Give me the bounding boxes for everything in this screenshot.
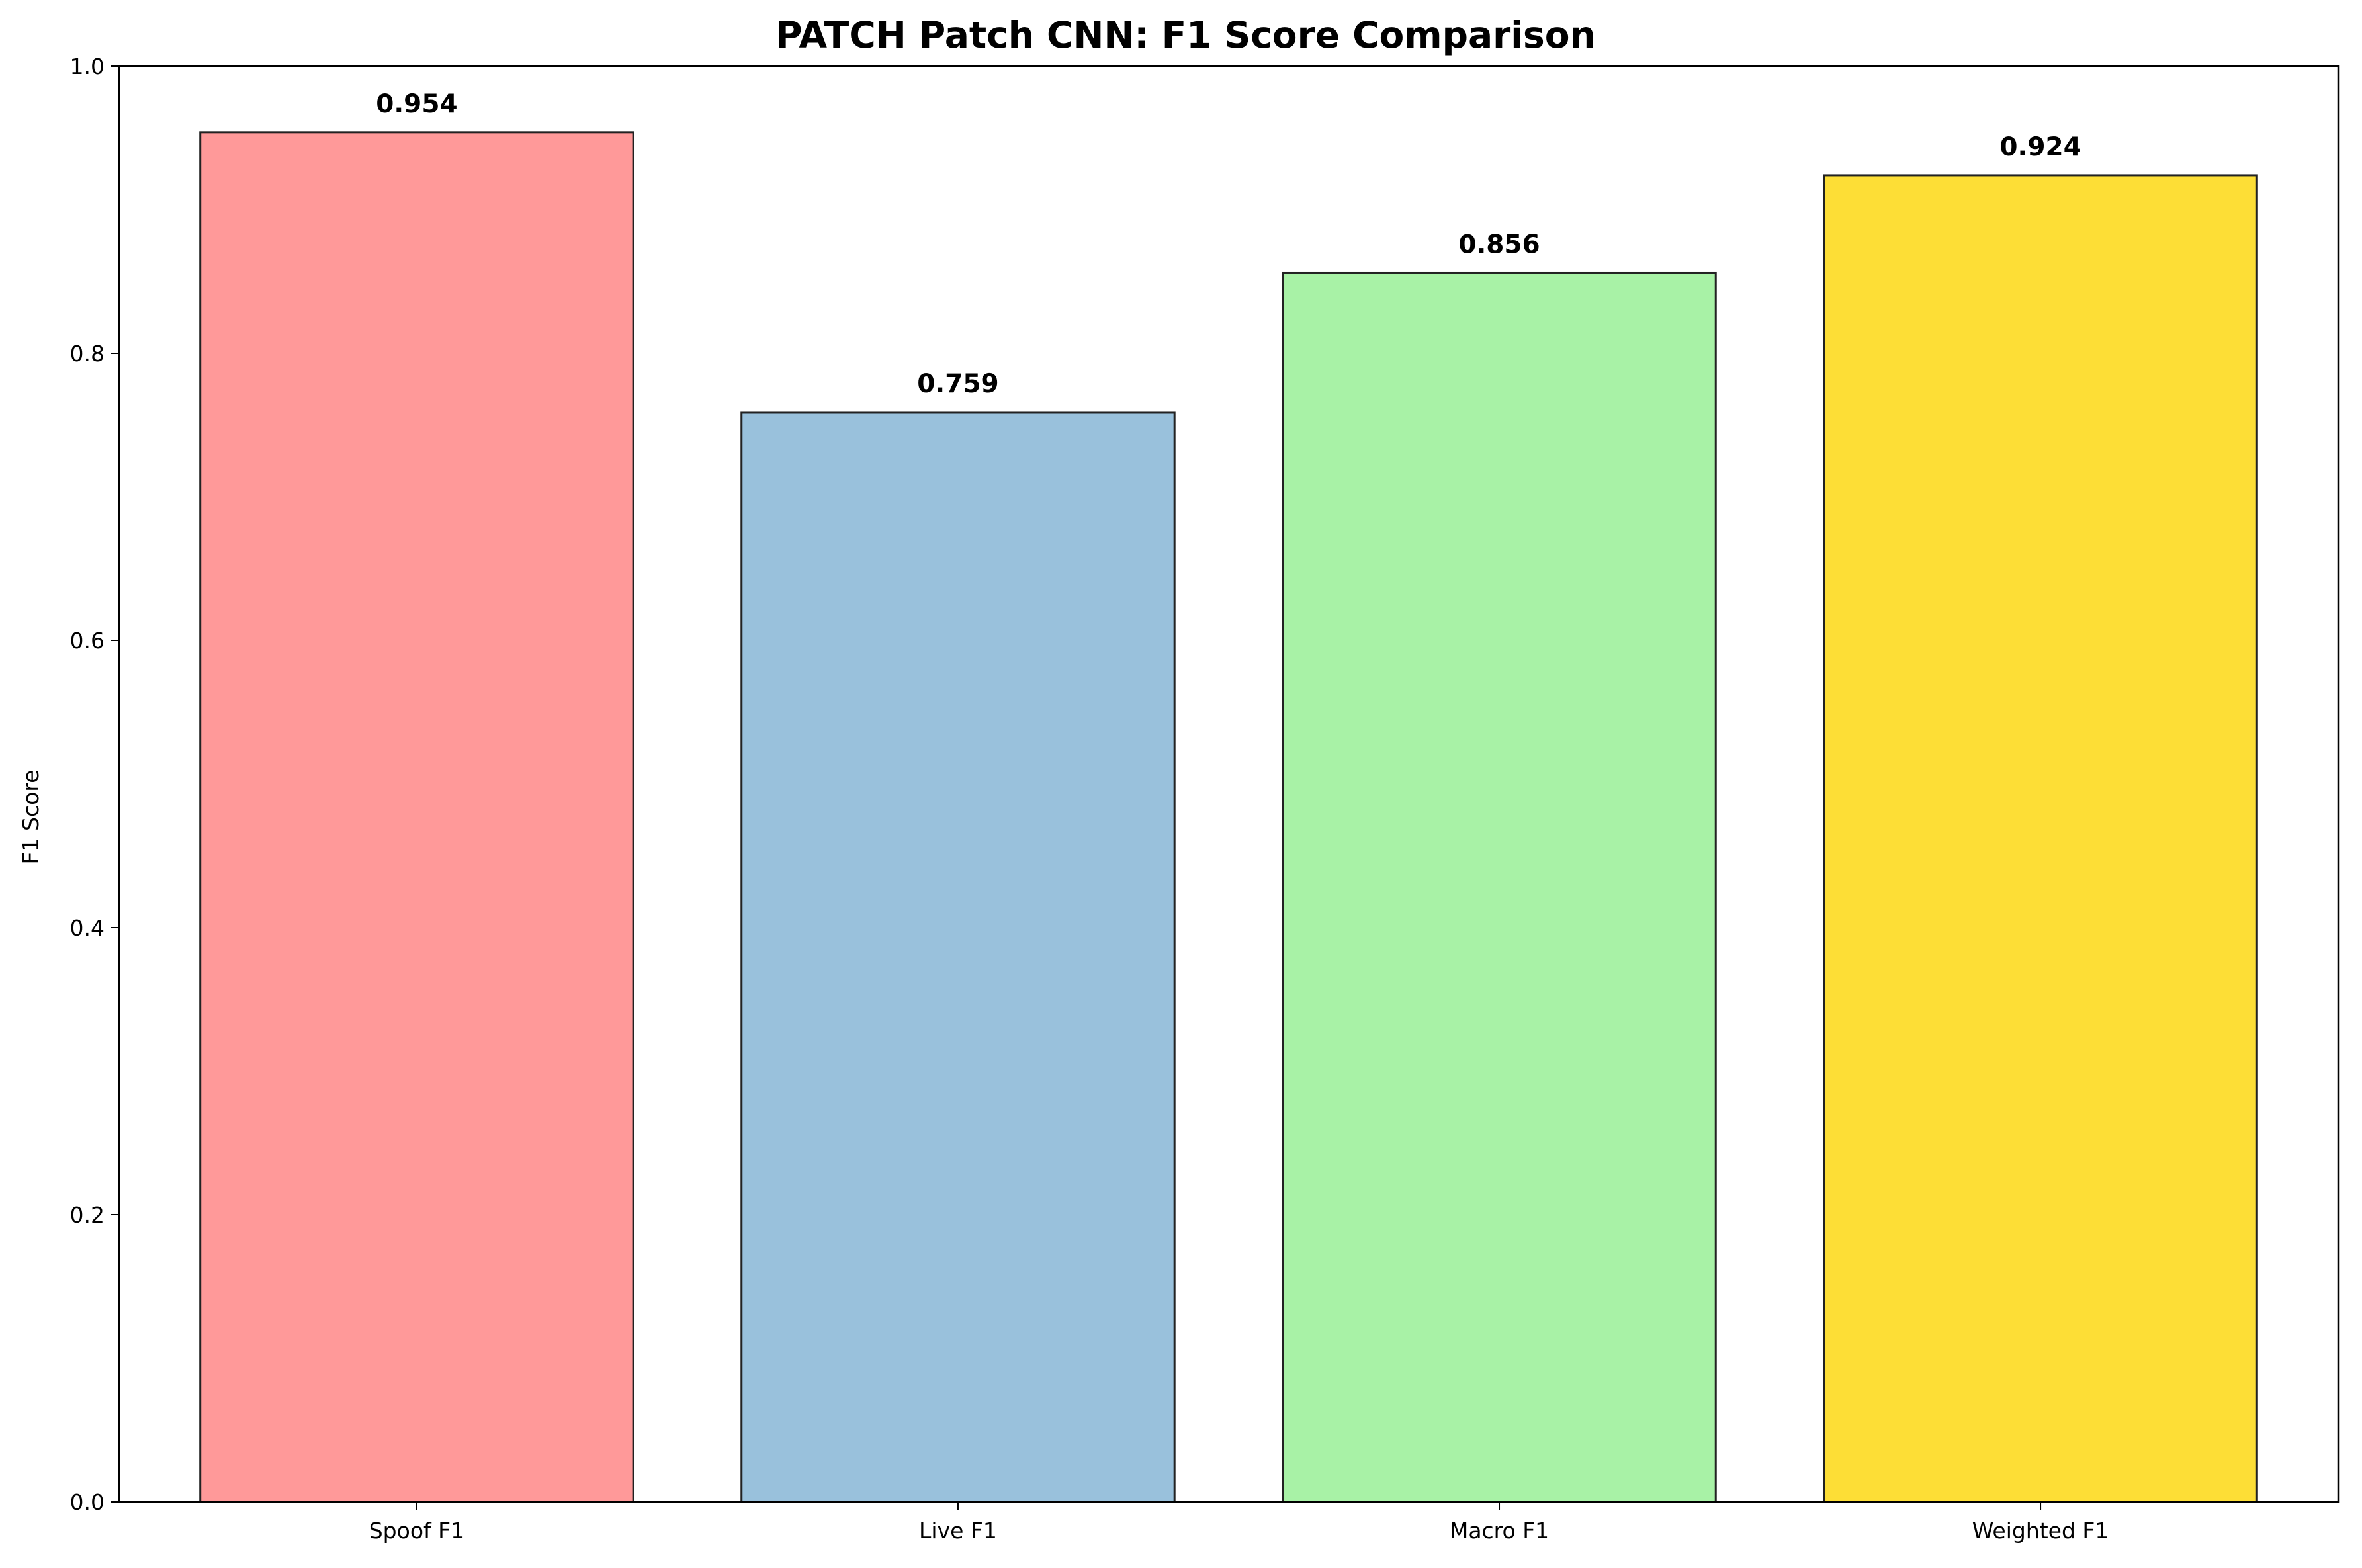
x-tick-label: Live F1 bbox=[919, 1518, 997, 1544]
y-tick-label: 0.0 bbox=[70, 1489, 105, 1515]
bar-value-label: 0.954 bbox=[376, 89, 457, 119]
chart-title: PATCH Patch CNN: F1 Score Comparison bbox=[775, 14, 1596, 56]
bar-spoof-f1 bbox=[199, 131, 634, 1503]
bars-layer: 0.954 0.759 0.856 0.924 bbox=[199, 89, 2258, 1503]
bar-live-f1 bbox=[740, 411, 1176, 1503]
bar-weighted-f1 bbox=[1823, 174, 2258, 1503]
bar-value-label: 0.924 bbox=[1999, 132, 2081, 162]
bar-macro-f1 bbox=[1282, 271, 1717, 1503]
bar-value-label: 0.856 bbox=[1458, 230, 1540, 259]
y-tick-label: 0.8 bbox=[70, 341, 105, 367]
y-axis-ticks: 0.0 0.2 0.4 0.6 0.8 1.0 bbox=[70, 54, 119, 1515]
y-tick-label: 0.4 bbox=[70, 915, 105, 941]
y-tick-label: 0.6 bbox=[70, 628, 105, 654]
y-axis-title: F1 Score bbox=[18, 770, 44, 865]
x-tick-label: Macro F1 bbox=[1450, 1518, 1549, 1544]
plot-frame bbox=[118, 65, 2340, 1503]
bar-value-label: 0.759 bbox=[917, 369, 998, 399]
y-tick-label: 0.2 bbox=[70, 1202, 105, 1228]
x-axis-ticks: Spoof F1 Live F1 Macro F1 Weighted F1 bbox=[369, 1502, 2109, 1544]
y-tick-label: 1.0 bbox=[70, 54, 105, 79]
x-tick-label: Spoof F1 bbox=[369, 1518, 464, 1544]
x-tick-label: Weighted F1 bbox=[1972, 1518, 2109, 1544]
